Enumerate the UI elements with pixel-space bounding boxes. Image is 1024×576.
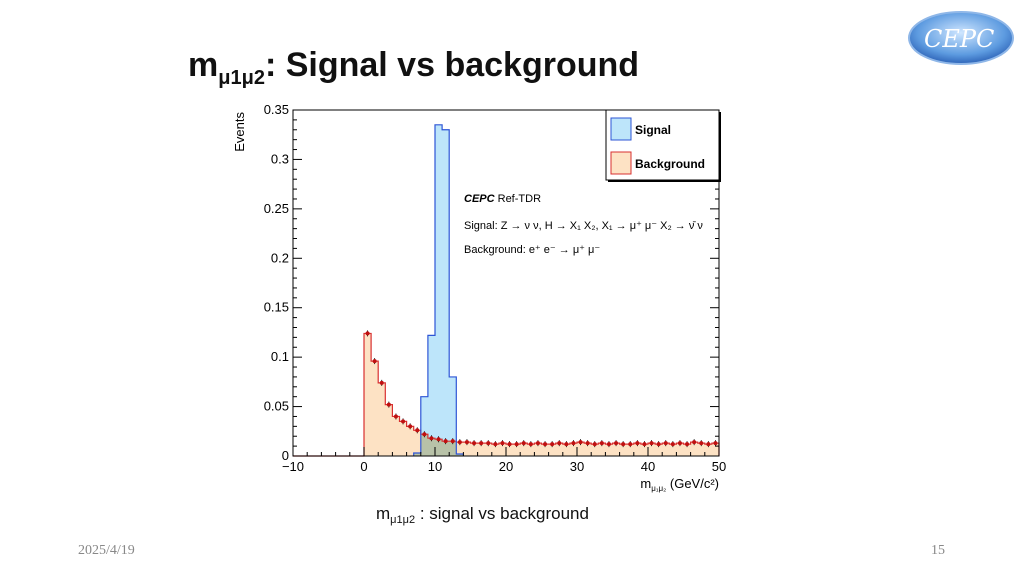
data-point <box>649 441 654 446</box>
data-point <box>543 442 548 447</box>
data-point <box>706 442 711 447</box>
data-point <box>436 437 441 442</box>
x-tick-label: 20 <box>499 459 513 474</box>
y-tick-label: 0.25 <box>264 201 289 216</box>
data-point <box>486 441 491 446</box>
data-point <box>685 442 690 447</box>
data-point <box>656 442 661 447</box>
data-point <box>663 441 668 446</box>
title-rest: : Signal vs background <box>264 46 640 84</box>
data-point <box>692 440 697 445</box>
data-point <box>564 442 569 447</box>
data-point <box>635 441 640 446</box>
data-point <box>713 441 718 446</box>
cepc-logo: CEPC <box>906 6 1016 73</box>
data-point <box>578 440 583 445</box>
y-tick-label: 0.3 <box>271 151 289 166</box>
data-point <box>457 440 462 445</box>
signal-fill <box>413 124 464 457</box>
x-tick-label: 0 <box>360 459 367 474</box>
data-point <box>585 441 590 446</box>
data-point <box>365 331 370 336</box>
data-point <box>699 441 704 446</box>
y-axis-label: Events <box>232 112 247 152</box>
x-tick-label: 50 <box>712 459 726 474</box>
data-point <box>521 441 526 446</box>
data-point <box>677 441 682 446</box>
data-point <box>557 441 562 446</box>
data-point <box>642 442 647 447</box>
data-point <box>408 424 413 429</box>
data-point <box>606 442 611 447</box>
annotation-experiment: CEPC Ref-TDR <box>464 193 541 205</box>
y-tick-label: 0.35 <box>264 102 289 117</box>
y-tick-label: 0.1 <box>271 349 289 364</box>
annotation-background: Background: e⁺ e⁻ → μ⁺ μ⁻ <box>464 244 600 256</box>
slide-title: mμ1μ2: Signal vs background <box>188 46 640 89</box>
figure-caption: mμ1μ2 : signal vs background <box>376 504 589 526</box>
data-point <box>628 442 633 447</box>
logo-text: CEPC <box>924 25 994 53</box>
legend-swatch <box>610 117 632 141</box>
legend-label: Background <box>635 157 705 171</box>
slide-date: 2025/4/19 <box>78 543 135 558</box>
data-point <box>429 436 434 441</box>
data-point <box>386 402 391 407</box>
data-point <box>422 432 427 437</box>
legend-label: Signal <box>635 123 671 137</box>
signal-outline <box>413 124 464 456</box>
data-point <box>614 441 619 446</box>
data-point <box>528 442 533 447</box>
annotation-signal: Signal: Z → ν ν, H → X₁ X₂, X₁ → μ⁺ μ⁻ X… <box>464 220 703 232</box>
title-subscript: μ1μ2 <box>218 67 265 89</box>
data-point <box>592 442 597 447</box>
data-point <box>379 380 384 385</box>
data-point <box>450 439 455 444</box>
y-tick-label: 0.15 <box>264 300 289 315</box>
background-fill <box>364 333 719 456</box>
data-point <box>393 414 398 419</box>
histogram-chart: −10 0 10 20 30 40 5000.050.10.150.20.250.30.35… <box>232 102 726 493</box>
x-tick-label: 30 <box>570 459 584 474</box>
x-tick-label: −10 <box>282 459 304 474</box>
data-point <box>443 439 448 444</box>
data-point <box>372 359 377 364</box>
data-point <box>500 441 505 446</box>
overlap-fill <box>413 434 464 456</box>
x-axis-label: mμ₁μ₂ (GeV/c²) <box>640 476 719 493</box>
data-point <box>464 440 469 445</box>
data-point <box>493 442 498 447</box>
background-outline <box>293 332 720 457</box>
data-point <box>535 441 540 446</box>
data-point <box>415 428 420 433</box>
data-point <box>507 442 512 447</box>
y-tick-label: 0 <box>282 448 289 463</box>
data-point <box>401 419 406 424</box>
data-point <box>571 441 576 446</box>
data-point <box>599 441 604 446</box>
x-tick-label: 10 <box>428 459 442 474</box>
data-point <box>472 441 477 446</box>
title-main: m <box>188 46 219 84</box>
legend-swatch <box>610 151 632 175</box>
y-tick-label: 0.05 <box>264 399 289 414</box>
data-point <box>550 442 555 447</box>
y-tick-label: 0.2 <box>271 250 289 265</box>
data-point <box>670 442 675 447</box>
data-point <box>479 441 484 446</box>
data-point <box>514 442 519 447</box>
page-number: 15 <box>931 543 945 558</box>
data-point <box>621 442 626 447</box>
x-tick-label: 40 <box>641 459 655 474</box>
